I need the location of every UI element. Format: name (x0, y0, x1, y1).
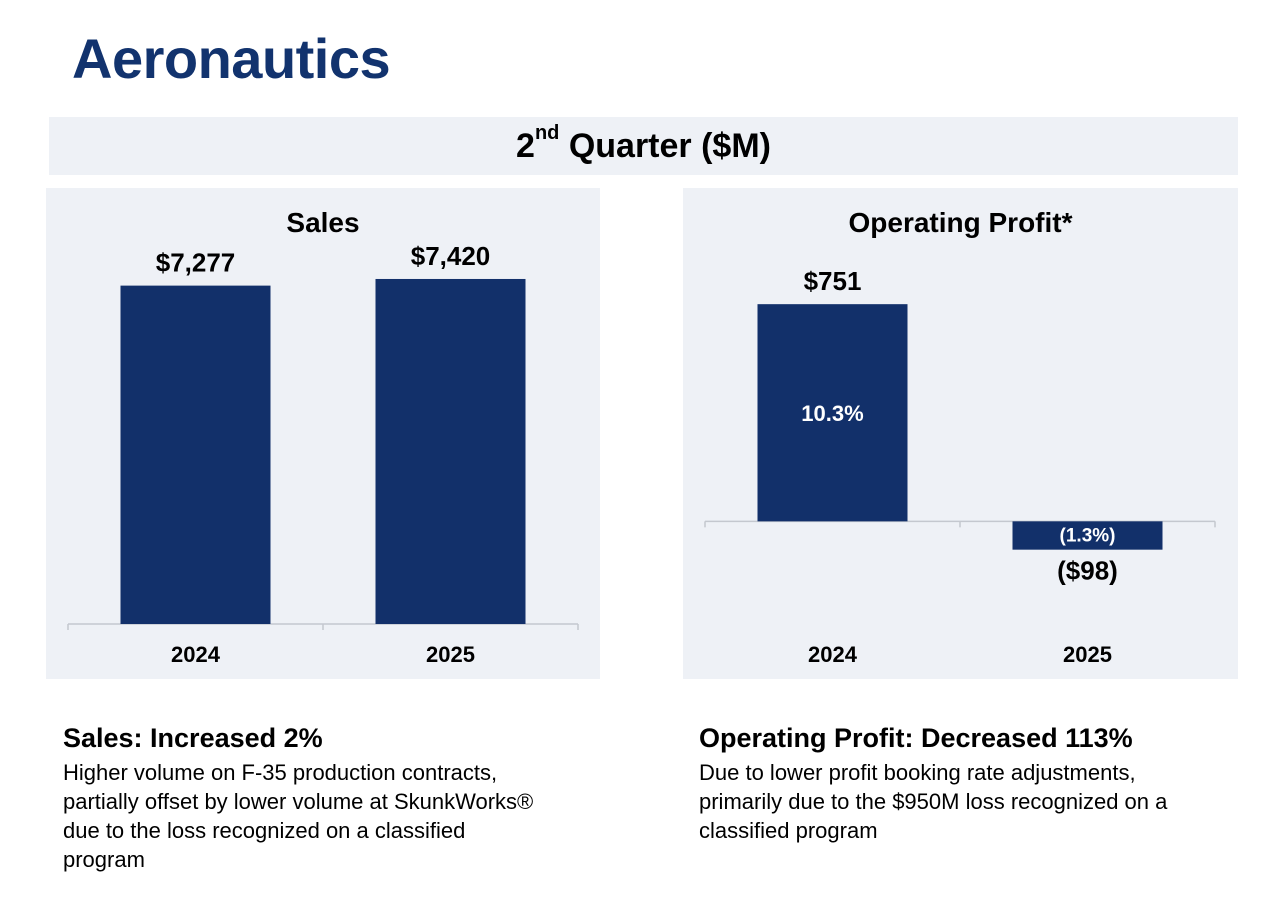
sales-value-label: $7,420 (411, 241, 491, 271)
sales-chart-panel: Sales $7,277 2024 $7,420 2025 (46, 188, 600, 679)
banner-text: Quarter ($M) (559, 127, 771, 165)
profit-commentary-heading: Operating Profit: Decreased 113% (699, 723, 1133, 753)
profit-margin-label: (1.3%) (1060, 526, 1116, 547)
profit-value-label: $751 (804, 266, 862, 296)
operating-profit-chart: Operating Profit* $751 10.3% 2024 ($98) (1.3%… (704, 207, 1216, 667)
profit-bar (757, 304, 908, 522)
profit-commentary: Operating Profit: Decreased 113% Due to … (699, 722, 1239, 845)
period-banner: 2nd Quarter ($M) (49, 117, 1238, 175)
profit-chart-title: Operating Profit* (848, 207, 1072, 238)
sales-chart: Sales $7,277 2024 $7,420 2025 (67, 207, 579, 667)
sales-bar (375, 278, 526, 624)
sales-value-label: $7,277 (156, 248, 236, 278)
banner-ordinal: nd (534, 122, 560, 144)
sales-commentary-body: Higher volume on F-35 production contrac… (63, 760, 534, 872)
operating-profit-chart-panel: Operating Profit* $751 10.3% 2024 ($98) (1.3%… (683, 188, 1238, 679)
profit-category-label: 2025 (1063, 642, 1112, 667)
sales-chart-title: Sales (286, 207, 359, 238)
profit-category-label: 2024 (808, 642, 858, 667)
page-title: Aeronautics (72, 27, 391, 90)
banner-number: 2 (516, 127, 535, 165)
sales-commentary: Sales: Increased 2% Higher volume on F-3… (63, 722, 603, 874)
profit-value-label: ($98) (1057, 556, 1118, 586)
sales-category-label: 2025 (426, 642, 475, 667)
profit-commentary-body: Due to lower profit booking rate adjustm… (699, 760, 1168, 843)
sales-bar (120, 285, 271, 624)
profit-margin-label: 10.3% (801, 401, 863, 426)
sales-category-label: 2024 (171, 642, 221, 667)
sales-commentary-heading: Sales: Increased 2% (63, 723, 323, 753)
profit-bar (1012, 521, 1163, 550)
